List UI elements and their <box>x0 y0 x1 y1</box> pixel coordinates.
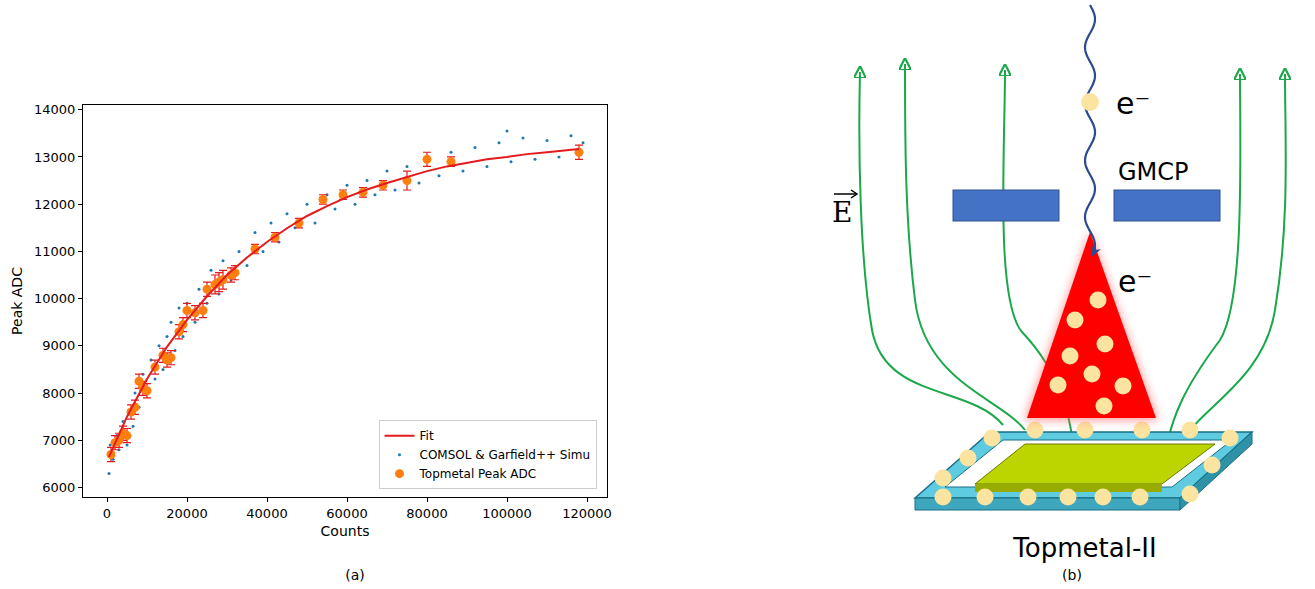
svg-text:Fit: Fit <box>420 429 434 443</box>
svg-text:COMSOL & Garfield++ Simu: COMSOL & Garfield++ Simu <box>420 448 591 462</box>
svg-text:100000: 100000 <box>482 506 532 521</box>
svg-text:10000: 10000 <box>34 291 75 306</box>
svg-text:(b): (b) <box>1062 567 1082 583</box>
svg-text:Peak ADC: Peak ADC <box>9 267 25 335</box>
svg-text:7000: 7000 <box>42 433 75 448</box>
svg-text:e⁻: e⁻ <box>1116 86 1150 121</box>
svg-text:40000: 40000 <box>246 506 287 521</box>
svg-text:0: 0 <box>103 506 111 521</box>
svg-text:e⁻: e⁻ <box>1118 264 1152 299</box>
svg-text:8000: 8000 <box>42 386 75 401</box>
svg-text:(a): (a) <box>345 567 365 583</box>
svg-text:13000: 13000 <box>34 150 75 165</box>
svg-text:Topmetal-II: Topmetal-II <box>1012 533 1156 563</box>
svg-text:E: E <box>832 196 852 229</box>
svg-text:12000: 12000 <box>34 197 75 212</box>
svg-text:120000: 120000 <box>562 506 612 521</box>
svg-text:6000: 6000 <box>42 480 75 495</box>
svg-text:GMCP: GMCP <box>1118 158 1189 186</box>
svg-text:14000: 14000 <box>34 102 75 117</box>
svg-text:9000: 9000 <box>42 338 75 353</box>
svg-text:Topmetal Peak ADC: Topmetal Peak ADC <box>419 467 537 481</box>
svg-text:Counts: Counts <box>321 523 370 539</box>
svg-text:80000: 80000 <box>406 506 447 521</box>
svg-text:60000: 60000 <box>326 506 367 521</box>
svg-text:11000: 11000 <box>34 244 75 259</box>
svg-text:20000: 20000 <box>166 506 207 521</box>
